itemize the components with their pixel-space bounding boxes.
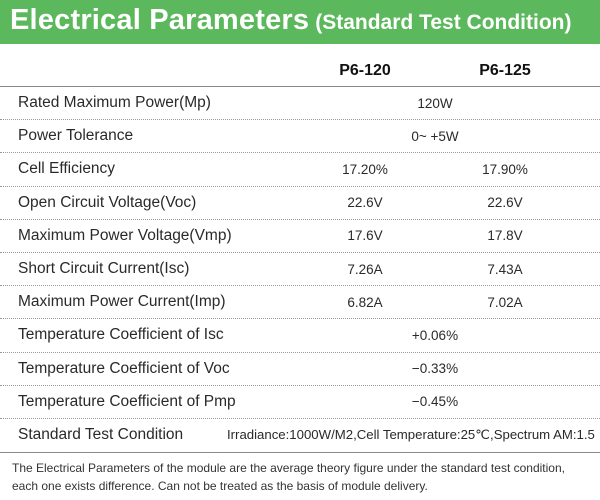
p6-125-value: 22.6V <box>487 195 523 211</box>
row-label: Temperature Coefficient of Isc <box>18 326 224 344</box>
merged-value: 120W <box>417 95 453 111</box>
table-header-row: P6-120 P6-125 <box>0 55 600 87</box>
table-row: Open Circuit Voltage(Voc) 22.6V 22.6V <box>0 187 600 220</box>
p6-120-value: 7.26A <box>347 261 383 277</box>
table-row: Maximum Power Voltage(Vmp) 17.6V 17.8V <box>0 220 600 253</box>
table-row: Power Tolerance 0~ +5W <box>0 120 600 154</box>
row-label: Open Circuit Voltage(Voc) <box>18 193 197 211</box>
p6-120-value: 6.82A <box>347 294 383 310</box>
row-label: Maximum Power Current(Imp) <box>18 293 226 311</box>
table-row: Rated Maximum Power(Mp) 120W <box>0 87 600 121</box>
section-header: Electrical Parameters (Standard Test Con… <box>0 0 600 44</box>
p6-120-value: 17.20% <box>342 161 388 177</box>
merged-value: 0~ +5W <box>411 128 459 144</box>
row-label: Temperature Coefficient of Voc <box>18 359 230 377</box>
stc-row: Standard Test Condition Irradiance:1000W… <box>0 419 600 452</box>
p6-125-value: 7.02A <box>487 294 523 310</box>
row-label: Power Tolerance <box>18 127 134 145</box>
table-row: Temperature Coefficient of Isc +0.06% <box>0 319 600 353</box>
row-label: Maximum Power Voltage(Vmp) <box>18 226 232 244</box>
row-label: Cell Efficiency <box>18 160 116 178</box>
table-row: Temperature Coefficient of Pmp −0.45% <box>0 386 600 419</box>
stc-label: Standard Test Condition <box>18 426 184 444</box>
table-row: Cell Efficiency 17.20% 17.90% <box>0 153 600 187</box>
column-header-p6-120: P6-120 <box>339 61 391 79</box>
merged-value: +0.06% <box>411 327 459 343</box>
row-label: Short Circuit Current(Isc) <box>18 260 190 278</box>
stc-value: Irradiance:1000W/M2,Cell Temperature:25℃… <box>227 427 595 443</box>
merged-value: −0.45% <box>411 394 459 410</box>
table-row: Temperature Coefficient of Voc −0.33% <box>0 353 600 386</box>
header-title: Electrical Parameters <box>10 4 310 36</box>
p6-125-value: 7.43A <box>487 261 523 277</box>
column-header-p6-125: P6-125 <box>479 61 531 79</box>
header-subtitle: (Standard Test Condition) <box>315 11 572 34</box>
p6-125-value: 17.90% <box>482 161 528 177</box>
p6-125-value: 17.8V <box>487 228 523 244</box>
parameters-table: P6-120 P6-125 Rated Maximum Power(Mp) 12… <box>0 55 600 452</box>
row-label: Rated Maximum Power(Mp) <box>18 94 211 112</box>
footnote: The Electrical Parameters of the module … <box>0 452 600 495</box>
row-label: Temperature Coefficient of Pmp <box>18 392 236 410</box>
merged-value: −0.33% <box>411 361 459 377</box>
p6-120-value: 17.6V <box>347 228 383 244</box>
table-row: Maximum Power Current(Imp) 6.82A 7.02A <box>0 286 600 320</box>
table-row: Short Circuit Current(Isc) 7.26A 7.43A <box>0 253 600 287</box>
p6-120-value: 22.6V <box>347 195 383 211</box>
